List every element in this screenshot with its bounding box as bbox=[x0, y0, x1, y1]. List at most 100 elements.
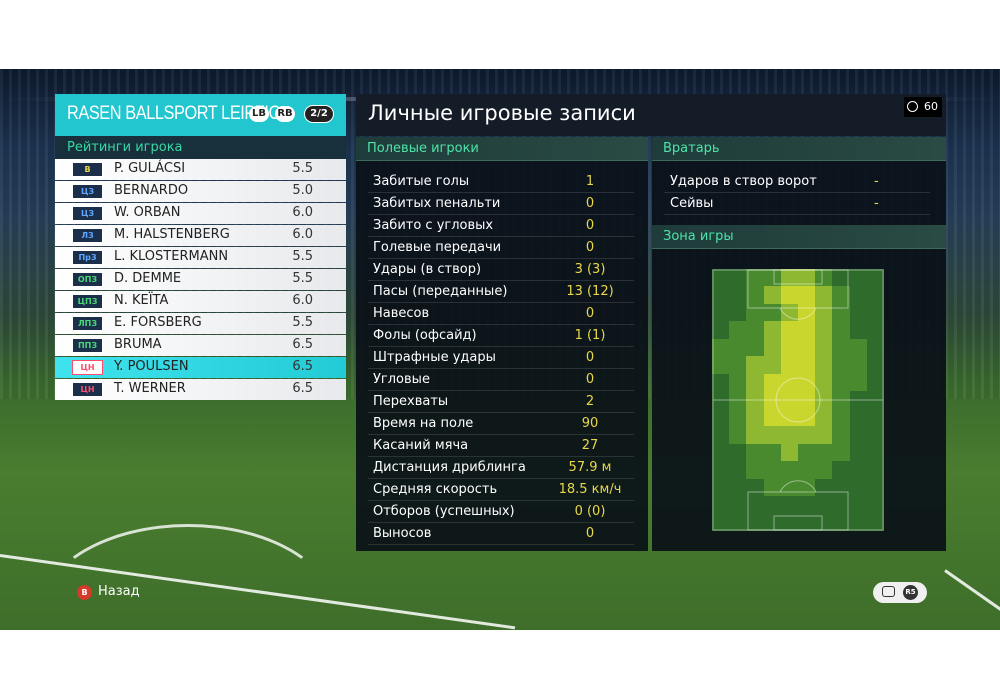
heatmap-cell bbox=[866, 513, 884, 531]
heatmap-cell bbox=[832, 443, 850, 462]
stat-label: Перехваты bbox=[373, 394, 449, 409]
heatmap-cell bbox=[815, 408, 833, 427]
stat-label: Штрафные удары bbox=[373, 350, 496, 365]
player-row[interactable]: ЛПЗ E. FORSBERG 5.5 bbox=[55, 313, 346, 334]
lb-button-icon[interactable]: LB bbox=[249, 106, 269, 122]
rb-button-icon[interactable]: RB bbox=[275, 106, 295, 122]
stat-value: 90 bbox=[581, 416, 599, 431]
heatmap-cell bbox=[712, 356, 730, 374]
heatmap-cell bbox=[849, 373, 867, 392]
pitch-line-right bbox=[944, 569, 1000, 612]
heatmap-cell bbox=[849, 391, 867, 409]
heatmap-cell bbox=[712, 426, 730, 444]
heatmap-cell bbox=[729, 513, 747, 531]
stat-label: Выносов bbox=[373, 526, 432, 541]
player-row[interactable]: ЦЗ BERNARDO 5.0 bbox=[55, 181, 346, 202]
heatmap-cell bbox=[780, 461, 798, 479]
r-button-icon[interactable]: R5 bbox=[903, 585, 918, 600]
bottom-goal-box bbox=[773, 515, 823, 531]
heatmap-cell bbox=[798, 513, 816, 531]
heatmap-cell bbox=[815, 426, 833, 444]
stat-label: Дистанция дриблинга bbox=[373, 460, 526, 475]
heatmap-cell bbox=[746, 461, 764, 479]
player-row[interactable]: ЦПЗ N. KEÏTA 6.0 bbox=[55, 291, 346, 312]
heatmap-cell bbox=[832, 426, 850, 444]
stat-label: Забито с угловых bbox=[373, 218, 494, 233]
player-row[interactable]: ЦН T. WERNER 6.5 bbox=[55, 379, 346, 400]
heatmap-cell bbox=[798, 303, 816, 322]
heatmap-cell bbox=[832, 408, 850, 427]
top-penalty-box bbox=[747, 269, 849, 309]
player-row[interactable]: ЦЗ W. ORBAN 6.0 bbox=[55, 203, 346, 224]
stat-row: Угловые 0 bbox=[368, 369, 634, 391]
bottom-penalty-box bbox=[747, 491, 849, 531]
player-name: W. ORBAN bbox=[114, 205, 181, 220]
heatmap-cell bbox=[712, 496, 730, 514]
heatmap-cell bbox=[729, 269, 747, 287]
player-row[interactable]: ЛЗ M. HALSTENBERG 6.0 bbox=[55, 225, 346, 246]
heatmap-cell bbox=[832, 269, 850, 287]
heatmap-cell bbox=[849, 426, 867, 444]
player-row[interactable]: ПрЗ L. KLOSTERMANN 5.5 bbox=[55, 247, 346, 268]
goalkeeper-stat-label: Ударов в створ ворот bbox=[670, 174, 817, 189]
heatmap-cell bbox=[849, 269, 867, 287]
match-timer: 60 bbox=[904, 97, 942, 117]
heatmap-cell bbox=[798, 496, 816, 514]
team-ratings-panel: RASEN BALLSPORT LEIPZIG LB RB 2/2 Рейтин… bbox=[55, 94, 346, 401]
heatmap-cell bbox=[815, 356, 833, 374]
stat-label: Навесов bbox=[373, 306, 430, 321]
stat-row: Забитых пенальти 0 bbox=[368, 193, 634, 215]
player-row[interactable]: ППЗ BRUMA 6.5 bbox=[55, 335, 346, 356]
player-name: D. DEMME bbox=[114, 271, 182, 286]
chat-icon[interactable] bbox=[882, 586, 895, 597]
team-header: RASEN BALLSPORT LEIPZIG LB RB 2/2 bbox=[55, 94, 346, 136]
player-name: N. KEÏTA bbox=[114, 293, 169, 308]
heatmap-cell bbox=[763, 443, 781, 462]
player-rating: 6.0 bbox=[292, 293, 313, 308]
stat-value: 0 bbox=[585, 350, 595, 365]
position-badge: ЛЗ bbox=[72, 228, 103, 243]
stat-row: Касаний мяча 27 bbox=[368, 435, 634, 457]
heatmap-cell bbox=[746, 321, 764, 339]
heatmap-cell bbox=[849, 286, 867, 304]
heatmap-cell bbox=[780, 426, 798, 444]
heatmap-cell bbox=[712, 286, 730, 304]
heatmap-cell bbox=[712, 461, 730, 479]
back-label: Назад bbox=[98, 584, 140, 599]
player-name: E. FORSBERG bbox=[114, 315, 202, 330]
heatmap-cell bbox=[780, 496, 798, 514]
heatmap-cell bbox=[849, 408, 867, 427]
heatmap-cell bbox=[780, 303, 798, 322]
heatmap-cell bbox=[866, 426, 884, 444]
heatmap-cell bbox=[729, 338, 747, 357]
stat-value: 0 (0) bbox=[574, 504, 606, 519]
stat-value: 0 bbox=[585, 306, 595, 321]
heatmap-cell bbox=[866, 269, 884, 287]
heatmap-cell bbox=[729, 478, 747, 497]
player-list: В P. GULÁCSI 5.5 ЦЗ BERNARDO 5.0 ЦЗ W. ORBAN 6.0… bbox=[55, 159, 346, 400]
stat-value: 0 bbox=[585, 218, 595, 233]
heatmap-cell bbox=[866, 286, 884, 304]
heatmap-cell bbox=[712, 303, 730, 322]
position-badge: ППЗ bbox=[72, 338, 103, 353]
heatmap bbox=[712, 269, 884, 531]
pitch-arc bbox=[40, 524, 336, 630]
heatmap-cell bbox=[729, 443, 747, 462]
heatmap-cell bbox=[746, 286, 764, 304]
position-badge: ЦПЗ bbox=[72, 294, 103, 309]
heatmap-cell bbox=[832, 513, 850, 531]
heatmap-cell bbox=[832, 303, 850, 322]
heatmap-cell bbox=[763, 269, 781, 287]
player-name: BERNARDO bbox=[114, 183, 189, 198]
player-row[interactable]: ЦН Y. POULSEN 6.5 bbox=[55, 357, 346, 378]
heatmap-cell bbox=[746, 496, 764, 514]
heatmap-cell bbox=[780, 373, 798, 392]
player-row[interactable]: В P. GULÁCSI 5.5 bbox=[55, 159, 346, 180]
stat-value: 3 (3) bbox=[574, 262, 606, 277]
player-row[interactable]: ОПЗ D. DEMME 5.5 bbox=[55, 269, 346, 290]
chat-controls[interactable]: R5 bbox=[873, 582, 927, 603]
heatmap-cell bbox=[849, 461, 867, 479]
goalkeeper-title: Вратарь bbox=[652, 137, 946, 161]
stat-row: Навесов 0 bbox=[368, 303, 634, 325]
heatmap-cell bbox=[729, 321, 747, 339]
